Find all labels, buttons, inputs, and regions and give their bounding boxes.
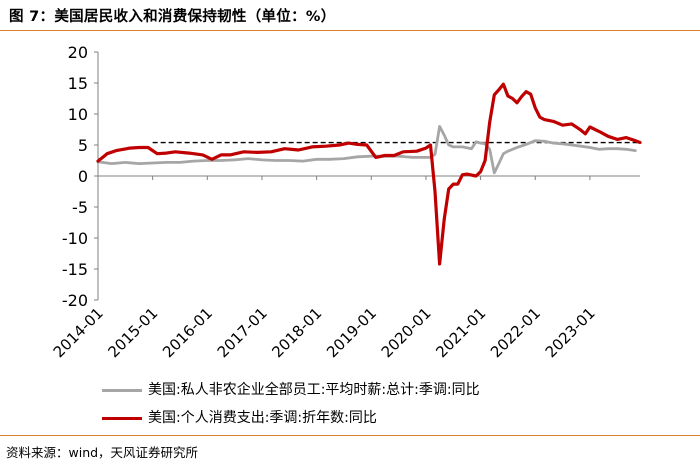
x-tick-label: 2014-01 bbox=[50, 304, 107, 361]
x-tick-label: 2018-01 bbox=[268, 304, 325, 361]
y-tick-label: -5 bbox=[72, 198, 88, 217]
y-tick-label: 0 bbox=[78, 167, 88, 186]
x-tick-label: 2022-01 bbox=[487, 304, 544, 361]
x-tick-label: 2021-01 bbox=[432, 304, 489, 361]
x-tick-label: 2016-01 bbox=[159, 304, 216, 361]
source-divider bbox=[0, 435, 700, 436]
x-tick-label: 2015-01 bbox=[104, 304, 161, 361]
title-divider bbox=[0, 30, 700, 31]
y-tick-label: 10 bbox=[68, 105, 88, 124]
x-tick-label: 2023-01 bbox=[542, 304, 599, 361]
y-axis-tick-labels: 20 15 10 5 0 -5 -10 -15 -20 bbox=[62, 43, 88, 310]
x-tick-label: 2020-01 bbox=[378, 304, 435, 361]
legend-label-gray: 美国:私人非农企业全部员工:平均时薪:总计:季调:同比 bbox=[148, 382, 480, 398]
legend-swatch-red bbox=[102, 416, 142, 420]
y-tick-label: 15 bbox=[68, 74, 88, 93]
line-chart: 20 15 10 5 0 -5 -10 -15 -20 2014-012015-012016-0… bbox=[50, 43, 642, 361]
y-tick-label: -15 bbox=[62, 260, 88, 279]
y-tick-label: -20 bbox=[62, 291, 88, 310]
source-note: 资料来源：wind，天风证券研究所 bbox=[6, 445, 199, 460]
x-axis-tick-labels: 2014-012015-012016-012017-012018-012019-… bbox=[50, 304, 599, 361]
x-tick-label: 2017-01 bbox=[214, 304, 271, 361]
chart-axes bbox=[94, 51, 640, 301]
legend-item-gray: 美国:私人非农企业全部员工:平均时薪:总计:季调:同比 bbox=[102, 376, 480, 404]
legend-label-red: 美国:个人消费支出:季调:折年数:同比 bbox=[148, 410, 377, 426]
series-line-consumption bbox=[96, 82, 642, 266]
y-tick-label: 20 bbox=[68, 43, 88, 62]
chart-title: 图 7：美国居民收入和消费保持韧性（单位：%） bbox=[9, 9, 336, 25]
plot-series bbox=[96, 82, 642, 266]
legend-item-red: 美国:个人消费支出:季调:折年数:同比 bbox=[102, 404, 480, 432]
y-tick-label: -10 bbox=[62, 229, 88, 248]
legend-swatch-gray bbox=[102, 388, 142, 392]
legend: 美国:私人非农企业全部员工:平均时薪:总计:季调:同比 美国:个人消费支出:季调… bbox=[102, 376, 480, 432]
series-line-hourly-earnings bbox=[96, 125, 637, 175]
y-tick-label: 5 bbox=[78, 136, 88, 155]
x-tick-label: 2019-01 bbox=[323, 304, 380, 361]
